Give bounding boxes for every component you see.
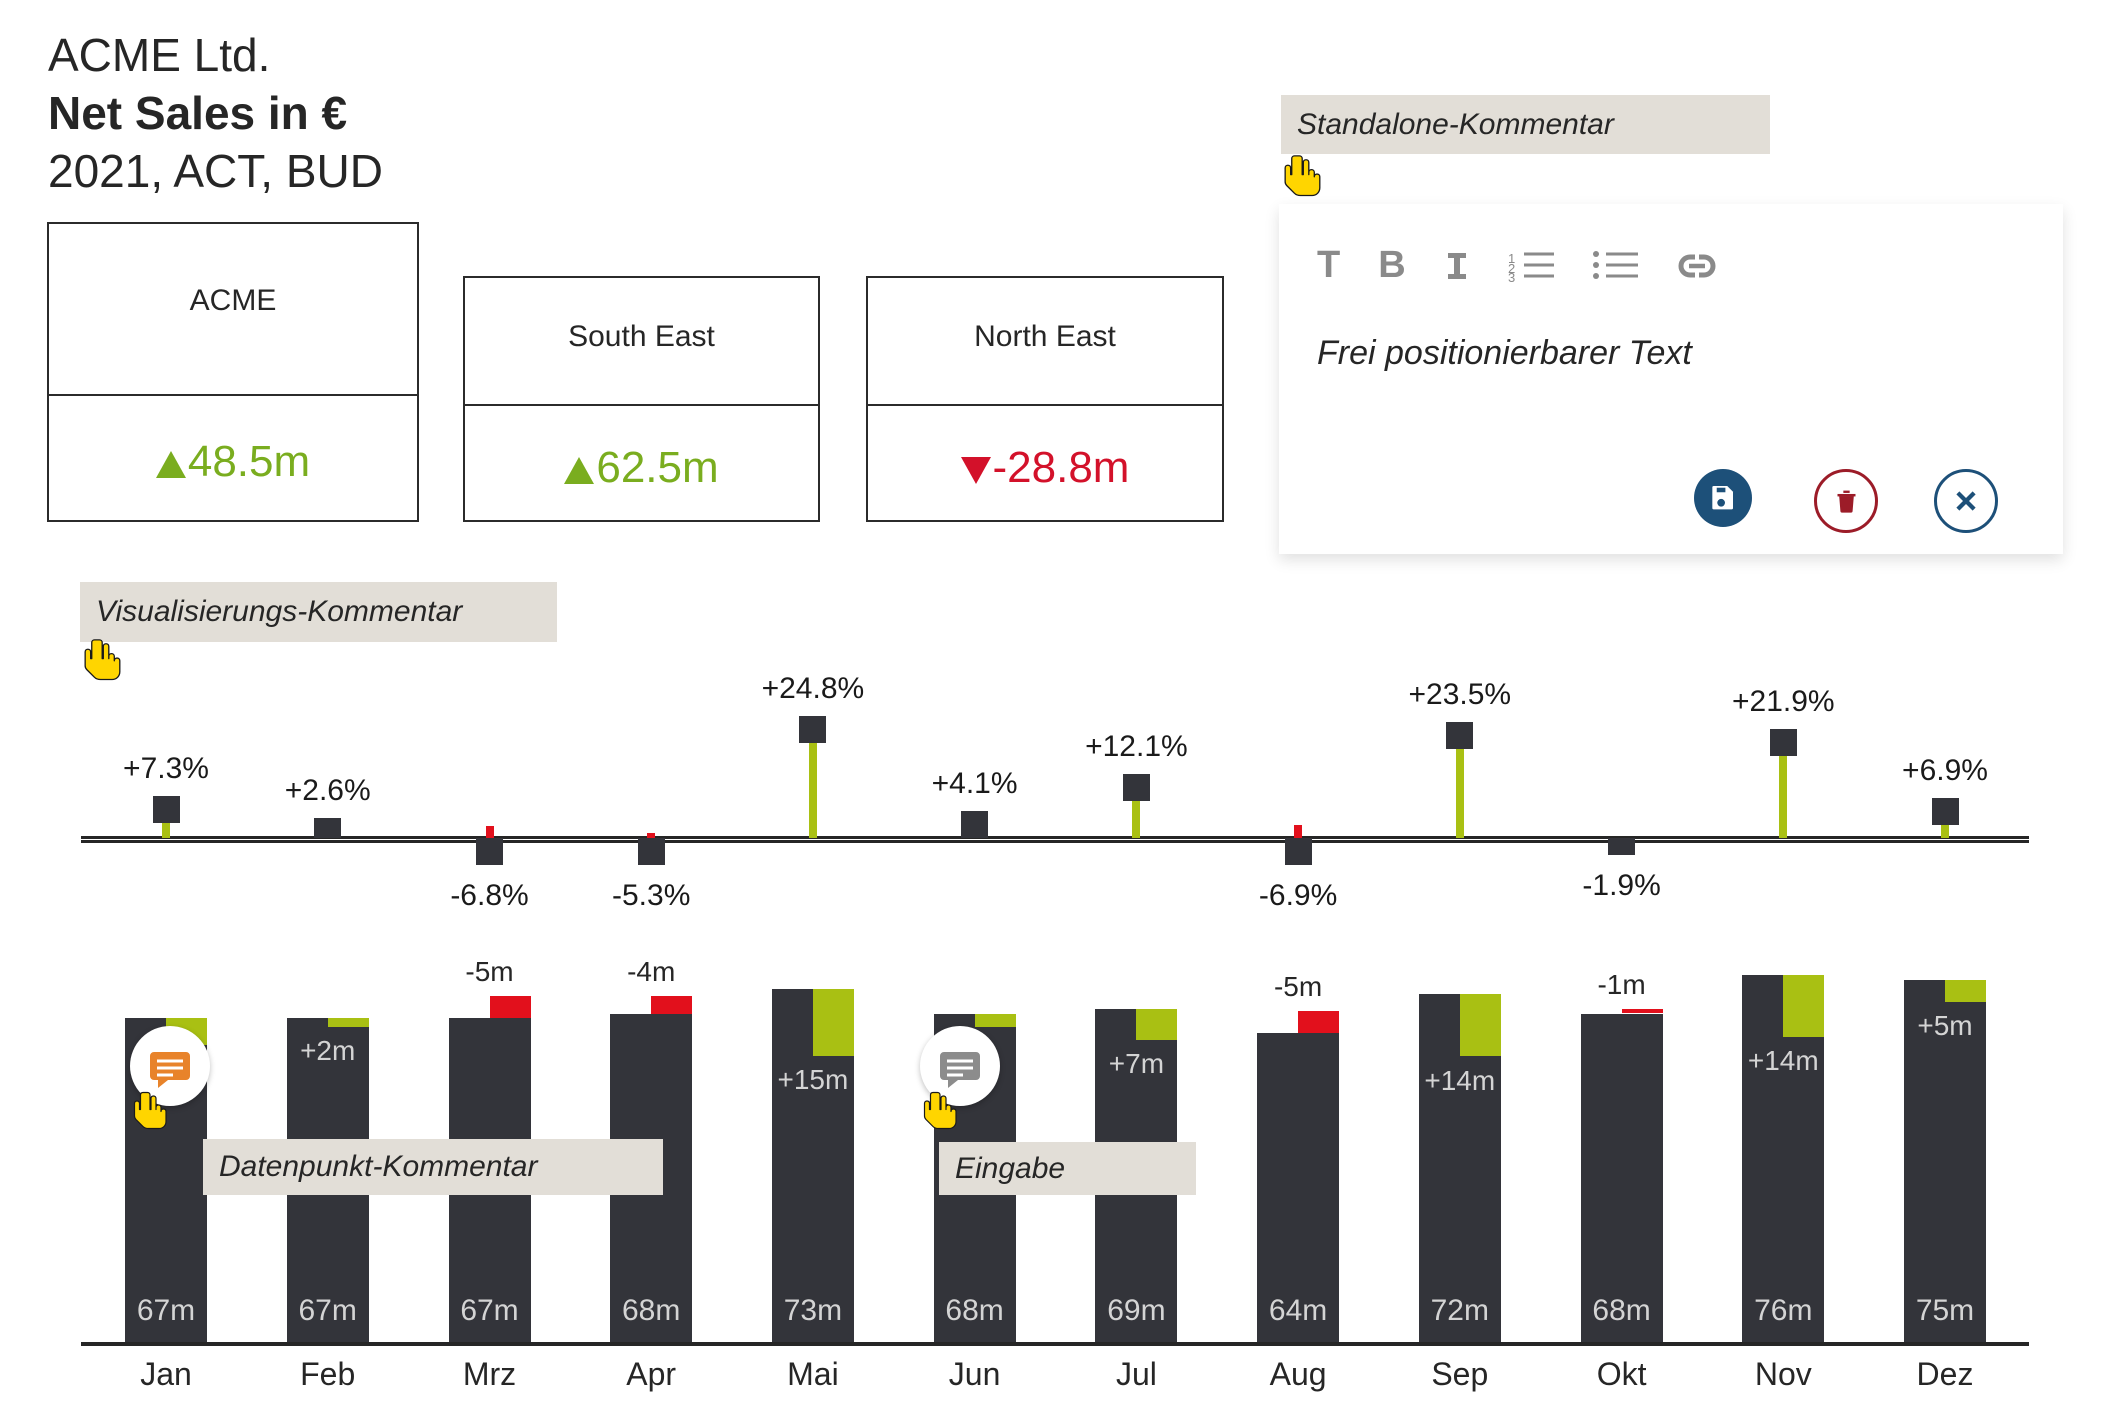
svg-text:3: 3 [1508, 270, 1515, 283]
